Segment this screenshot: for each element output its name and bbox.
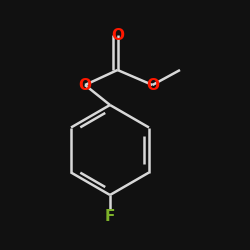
- Text: O: O: [146, 78, 159, 92]
- Text: O: O: [111, 28, 124, 42]
- Text: F: F: [105, 209, 115, 224]
- Text: O: O: [78, 78, 92, 92]
